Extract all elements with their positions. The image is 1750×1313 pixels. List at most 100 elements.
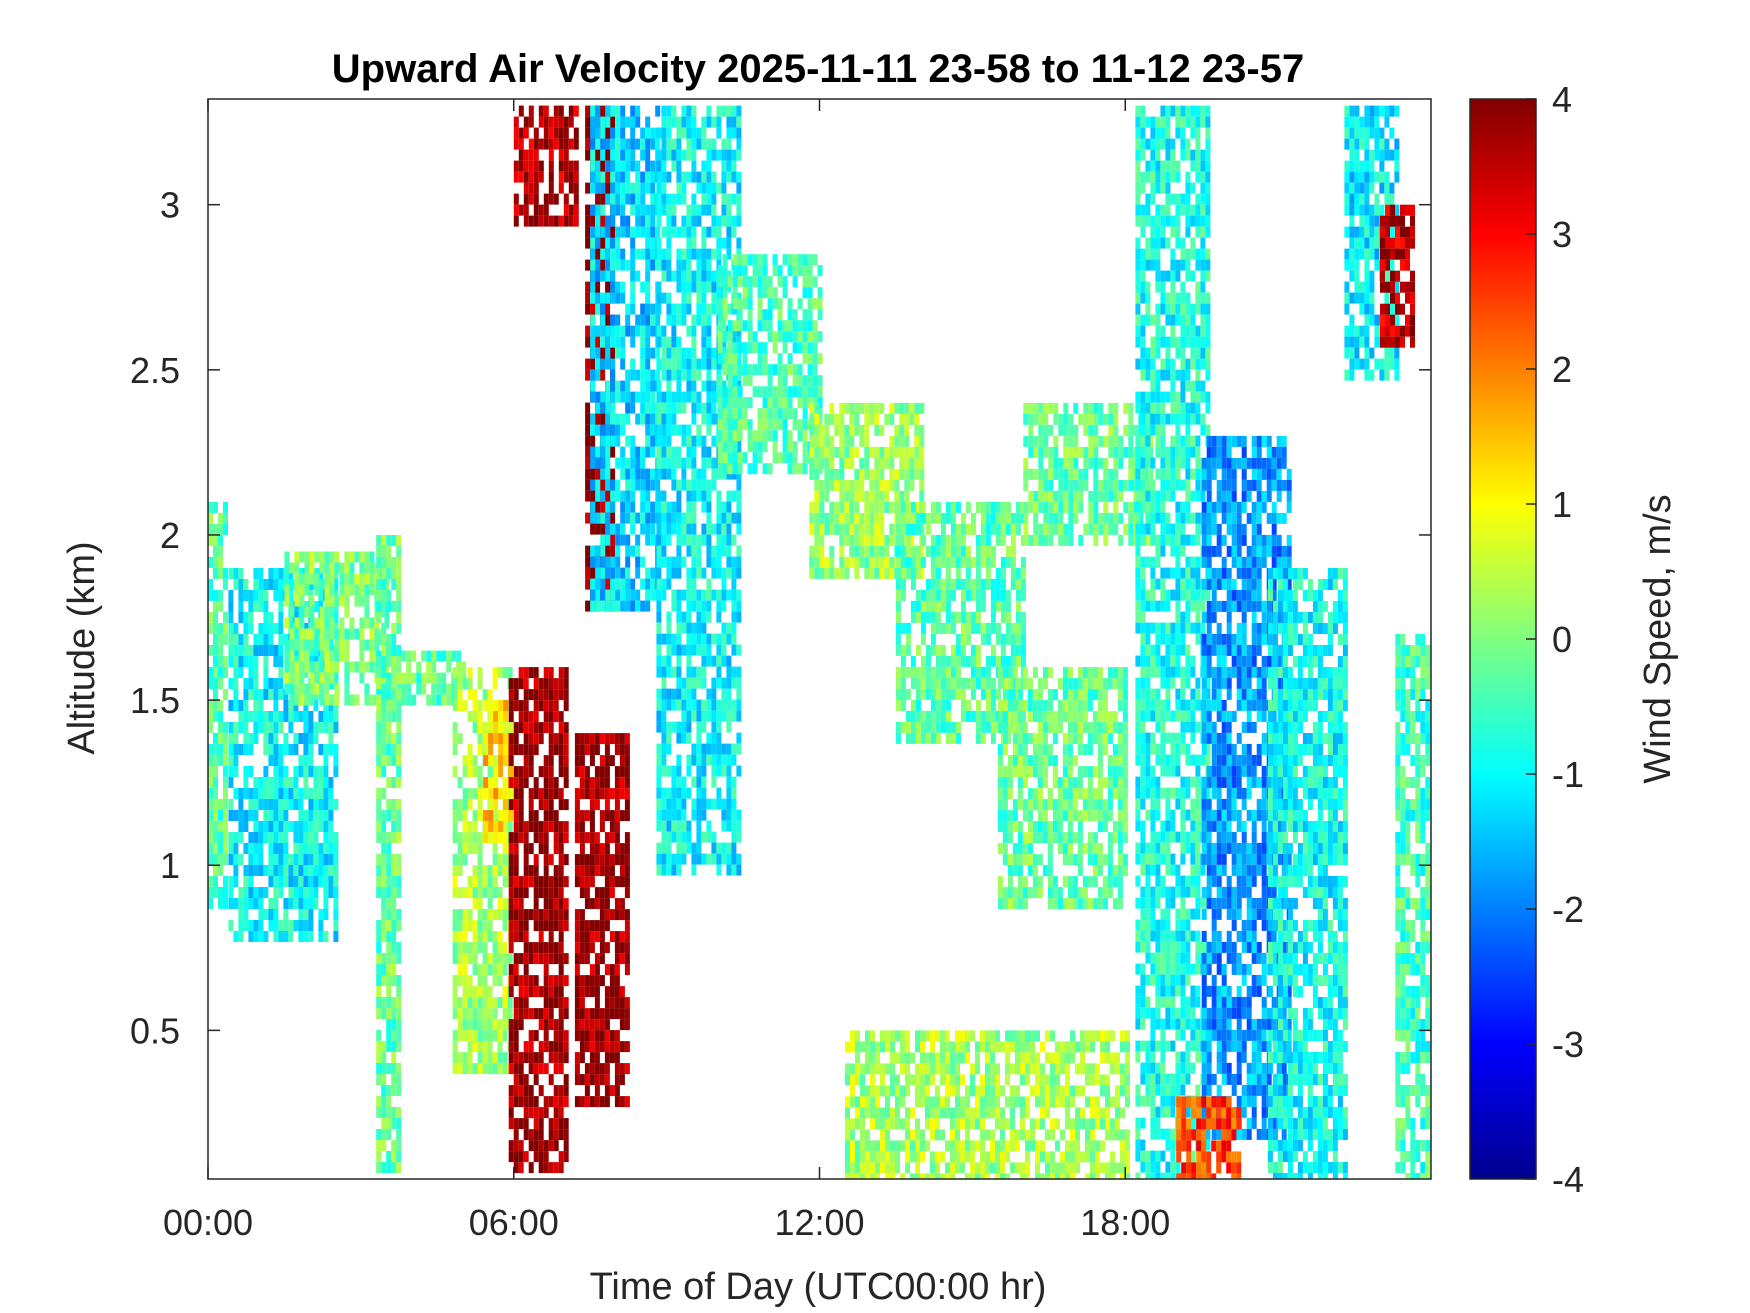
heatmap-cell	[391, 744, 397, 755]
heatmap-cell	[208, 556, 213, 568]
heatmap-cell	[736, 545, 742, 557]
heatmap-cell	[303, 755, 309, 766]
heatmap-cell	[727, 331, 733, 343]
heatmap-cell	[579, 920, 585, 932]
heatmap-cell	[666, 105, 672, 117]
heatmap-cell	[553, 1030, 559, 1042]
heatmap-cell	[589, 1019, 595, 1031]
heatmap-cell	[333, 711, 339, 722]
heatmap-cell	[711, 523, 717, 535]
heatmap-cell	[278, 832, 284, 843]
heatmap-cell	[391, 1151, 397, 1162]
heatmap-cell	[736, 292, 742, 304]
heatmap-cell	[706, 644, 712, 656]
heatmap-cell	[339, 617, 345, 629]
heatmap-cell	[376, 1008, 382, 1019]
heatmap-cell	[248, 931, 254, 942]
heatmap-cell	[960, 611, 966, 623]
heatmap-cell	[625, 160, 631, 172]
heatmap-cell	[376, 1129, 382, 1140]
heatmap-cell	[268, 777, 274, 788]
heatmap-cell	[344, 606, 350, 618]
heatmap-cell	[594, 975, 600, 987]
heatmap-cell	[691, 127, 697, 139]
heatmap-cell	[904, 413, 910, 425]
heatmap-cell	[523, 700, 529, 712]
heatmap-cell	[691, 314, 697, 326]
heatmap-cell	[584, 777, 590, 789]
heatmap-cell	[533, 1118, 539, 1130]
heatmap-cell	[436, 672, 442, 684]
heatmap-cell	[721, 182, 727, 194]
heatmap-cell	[661, 699, 667, 711]
heatmap-cell	[975, 589, 981, 601]
heatmap-cell	[630, 358, 636, 370]
heatmap-cell	[599, 1063, 605, 1075]
heatmap-cell	[676, 457, 682, 469]
heatmap-cell	[706, 490, 712, 502]
heatmap-cell	[228, 612, 234, 623]
heatmap-cell	[645, 204, 651, 216]
heatmap-cell	[303, 843, 309, 854]
heatmap-cell	[614, 799, 620, 811]
heatmap-cell	[834, 523, 840, 535]
heatmap-cell	[980, 688, 986, 700]
heatmap-cell	[869, 556, 875, 568]
heatmap-cell	[518, 700, 524, 712]
heatmap-cell	[970, 666, 976, 678]
heatmap-cell	[391, 1030, 397, 1041]
heatmap-cell	[584, 733, 590, 745]
heatmap-cell	[736, 204, 742, 216]
heatmap-cell	[935, 622, 941, 634]
heatmap-cell	[650, 259, 656, 271]
heatmap-cell	[600, 347, 606, 359]
heatmap-cell	[595, 501, 601, 513]
heatmap-cell	[595, 512, 601, 524]
heatmap-cell	[935, 611, 941, 623]
heatmap-cell	[747, 375, 753, 387]
heatmap-cell	[676, 699, 682, 711]
heatmap-cell	[324, 672, 330, 684]
heatmap-cell	[386, 601, 392, 612]
heatmap-cell	[253, 898, 259, 909]
heatmap-cell	[288, 821, 294, 832]
heatmap-cell	[817, 353, 823, 365]
heatmap-cell	[904, 446, 910, 458]
heatmap-cell	[610, 468, 616, 480]
heatmap-cell	[579, 865, 585, 877]
heatmap-cell	[416, 683, 422, 695]
heatmap-cell	[589, 1041, 595, 1053]
heatmap-cell	[513, 1129, 519, 1141]
heatmap-cell	[523, 722, 529, 734]
heatmap-cell	[243, 579, 249, 590]
heatmap-cell	[452, 920, 458, 932]
heatmap-cell	[905, 534, 911, 546]
heatmap-cell	[900, 655, 906, 667]
heatmap-cell	[802, 342, 808, 354]
heatmap-cell	[975, 567, 981, 579]
heatmap-cell	[600, 237, 606, 249]
heatmap-cell	[666, 501, 672, 513]
heatmap-cell	[273, 744, 279, 755]
heatmap-cell	[802, 386, 808, 398]
heatmap-cell	[895, 633, 901, 645]
heatmap-cell	[661, 149, 667, 161]
heatmap-cell	[605, 259, 611, 271]
heatmap-cell	[477, 678, 483, 690]
heatmap-cell	[661, 633, 667, 645]
heatmap-cell	[595, 204, 601, 216]
heatmap-cell	[624, 854, 630, 866]
heatmap-cell	[553, 1140, 559, 1152]
heatmap-cell	[605, 171, 611, 183]
heatmap-cell	[706, 226, 712, 238]
heatmap-cell	[910, 501, 916, 513]
heatmap-cell	[844, 523, 850, 535]
heatmap-cell	[553, 733, 559, 745]
heatmap-cell	[289, 683, 295, 695]
heatmap-cell	[807, 320, 813, 332]
heatmap-cell	[696, 798, 702, 810]
heatmap-cell	[579, 931, 585, 943]
heatmap-cell	[208, 743, 213, 755]
heatmap-cell	[814, 457, 820, 469]
heatmap-cell	[869, 567, 875, 579]
